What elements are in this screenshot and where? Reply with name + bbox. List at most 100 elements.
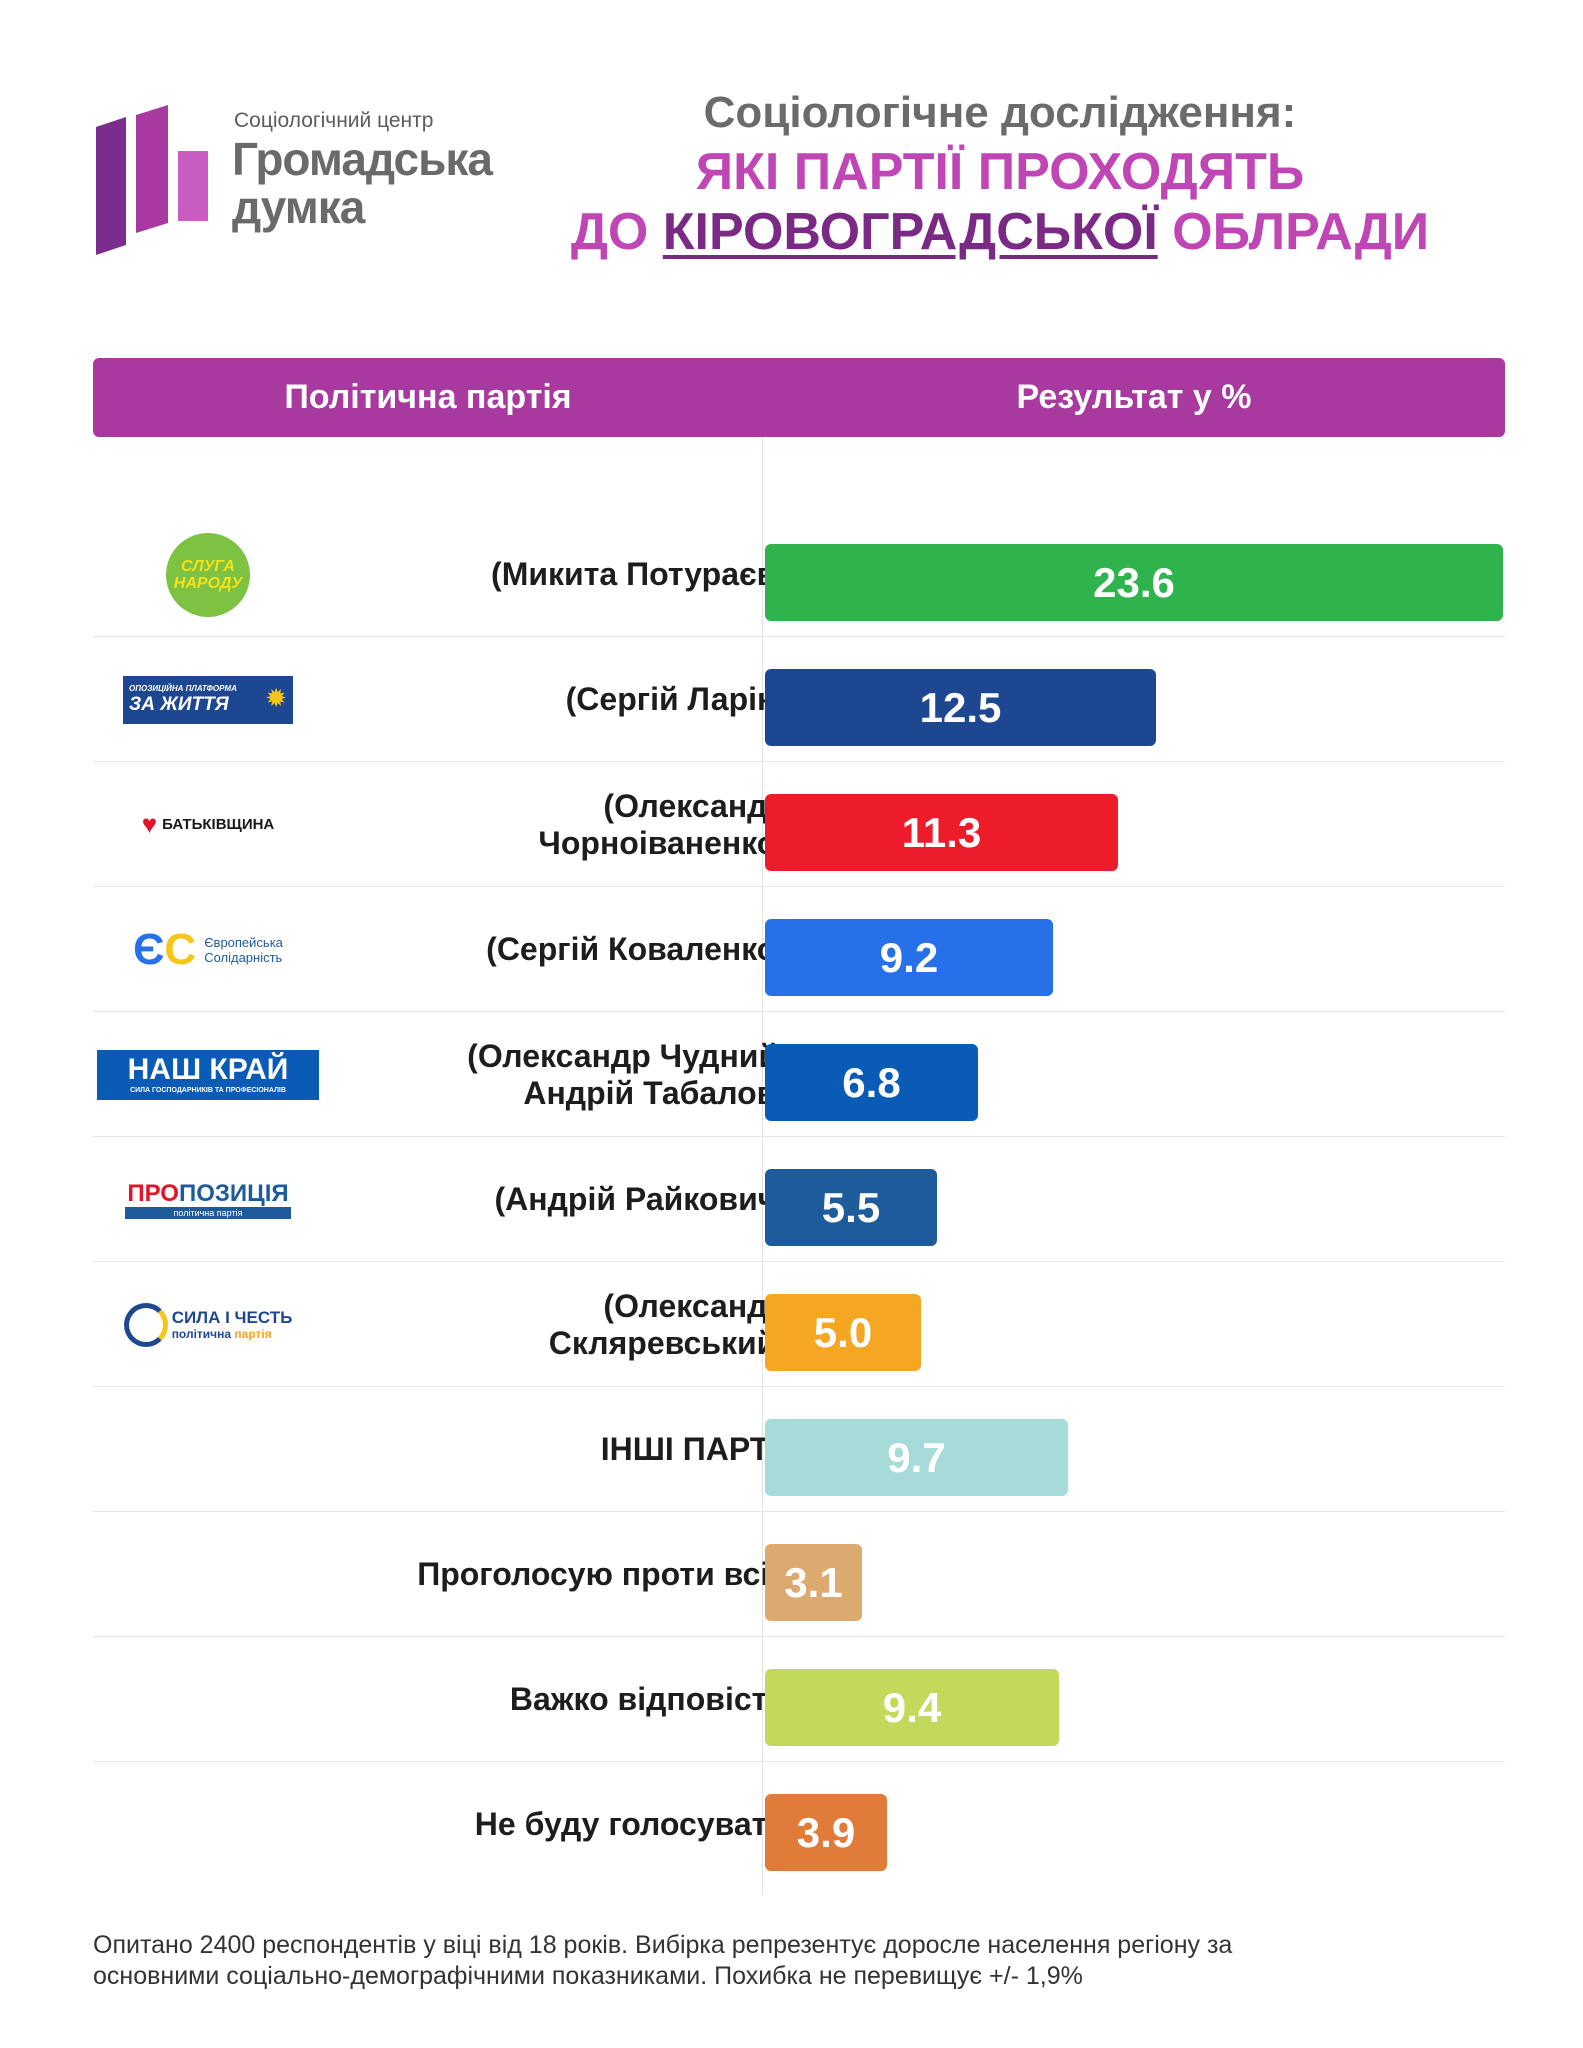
row-separator [93, 1011, 1505, 1012]
result-bar: 9.4 [765, 1669, 1059, 1746]
party-label-text: (Андрій Райкович) [494, 1181, 787, 1218]
brand-logo: Соціологічний центр Громадська думка [96, 105, 493, 255]
result-bar: 3.9 [765, 1794, 887, 1871]
brand-name-line1: Громадська [232, 133, 493, 185]
propozytsiia-text1: ПРО [127, 1179, 179, 1207]
title-region: КІРОВОГРАДСЬКОЇ [662, 203, 1158, 261]
party-label-text: (Сергій Коваленко) [486, 931, 787, 968]
es-text: Європейська Солідарність [204, 935, 283, 965]
table-row: ♥ БАТЬКІВЩИНА (Олександр Чорноіваненко) 11.3 [93, 762, 1505, 887]
es-text2: Солідарність [204, 949, 283, 965]
result-value: 6.8 [842, 1058, 901, 1106]
party-label: (Олександр Чудний, Андрій Табалов) [367, 1012, 787, 1137]
party-label-line: (Андрій Райкович) [494, 1181, 787, 1217]
result-bar: 6.8 [765, 1044, 978, 1121]
syla-text1: СИЛА І ЧЕСТЬ [171, 1308, 293, 1327]
result-bar: 5.5 [765, 1169, 937, 1246]
header-party-column: Політична партія [284, 378, 572, 416]
table-row: ІНШІ ПАРТІЇ 9.7 [93, 1387, 1505, 1512]
header-result-column: Результат у % [1016, 378, 1252, 416]
result-value: 3.9 [796, 1808, 856, 1856]
sunflower-icon: ✹ [265, 682, 287, 713]
sluha-narodu-logo: СЛУГА НАРОДУ [93, 512, 323, 637]
row-separator [93, 1386, 1505, 1387]
opzzh-text1: ОПОЗИЦІЙНА ПЛАТФОРМА [129, 684, 237, 693]
brand-name: Громадська думка [232, 133, 493, 233]
row-separator [93, 761, 1505, 762]
es-mark: ЄС Європейська Солідарність [133, 924, 283, 974]
table-row: СИЛА І ЧЕСТЬ політична партія (Олександр Ск… [93, 1262, 1505, 1387]
result-value: 5.0 [813, 1308, 873, 1356]
party-label-line: Важко відповісти [509, 1681, 787, 1717]
syla-text-line2: політична партія [172, 1327, 293, 1341]
party-label: (Микита Потураєв) [367, 512, 787, 637]
brand-subtitle: Соціологічний центр [234, 109, 434, 132]
propozytsiia-mark: ПРОПОЗИЦІЯ політична партія [125, 1179, 291, 1219]
es-letters-icon: ЄС [133, 924, 197, 974]
nash-krai-logo: НАШ КРАЙ СИЛА ГОСПОДАРНИКІВ ТА ПРОФЕСІОНА… [93, 1012, 323, 1137]
yevropeiska-solidarnist-logo: ЄС Європейська Солідарність [93, 887, 323, 1012]
row-separator [93, 1636, 1505, 1637]
es-text1: Європейська [204, 934, 283, 950]
batkivshchyna-mark: ♥ БАТЬКІВЩИНА [142, 809, 275, 840]
party-label-line: Проголосую проти всіх [417, 1556, 787, 1592]
result-bar: 9.2 [765, 919, 1053, 996]
result-bar: 11.3 [765, 794, 1118, 871]
nash-krai-text1: НАШ КРАЙ [127, 1053, 289, 1086]
brand-name-line2: думка [232, 181, 365, 233]
opzzh-banner: ОПОЗИЦІЙНА ПЛАТФОРМА ЗА ЖИТТЯ ✹ [123, 675, 293, 724]
sluha-text1: СЛУГА [181, 557, 235, 575]
page-title: Соціологічне дослідження: ЯКІ ПАРТІЇ ПРО… [470, 84, 1530, 262]
party-label-text: Важко відповісти [510, 1681, 787, 1718]
party-label-line: (Микита Потураєв) [491, 556, 787, 592]
title-line3-prefix: ДО [570, 203, 663, 261]
row-separator [93, 636, 1505, 637]
row-separator [93, 1261, 1505, 1262]
party-label: (Сергій Ларін) [367, 637, 787, 762]
result-value: 23.6 [1093, 558, 1175, 606]
row-separator [93, 1761, 1505, 1762]
party-label: (Олександр Чорноіваненко) [367, 762, 787, 887]
row-separator [93, 1136, 1505, 1137]
title-line3: ДО КІРОВОГРАДСЬКОЇ ОБЛРАДИ [470, 202, 1530, 262]
table-row: НАШ КРАЙ СИЛА ГОСПОДАРНИКІВ ТА ПРОФЕСІОНА… [93, 1012, 1505, 1137]
result-value: 3.1 [784, 1558, 843, 1606]
footnote-line2: основними соціально-демографічними показ… [93, 1962, 1083, 1990]
party-label-line: Андрій Табалов) [523, 1074, 787, 1111]
table-row: Проголосую проти всіх 3.1 [93, 1512, 1505, 1637]
table-row: ЄС Європейська Солідарність (Сергій Ковален… [93, 887, 1505, 1012]
table-row: ПРОПОЗИЦІЯ політична партія (Андрій Райков… [93, 1137, 1505, 1262]
sluha-text2: НАРОДУ [173, 574, 243, 592]
opzzh-logo: ОПОЗИЦІЙНА ПЛАТФОРМА ЗА ЖИТТЯ ✹ [93, 637, 323, 762]
column-divider [762, 437, 763, 1895]
syla-i-chest-mark: СИЛА І ЧЕСТЬ політична партія [123, 1302, 293, 1347]
party-label-text: ІНШІ ПАРТІЇ [601, 1431, 787, 1468]
party-label-line: Скляревський) [548, 1324, 787, 1361]
party-label: Важко відповісти [367, 1637, 787, 1762]
result-value: 12.5 [919, 683, 1002, 731]
party-label-line: (Олександр Чудний, [467, 1037, 787, 1074]
party-label-text: (Олександр Скляревський) [549, 1288, 787, 1362]
party-label-line: Не буду голосувати [474, 1806, 787, 1842]
result-bar: 9.7 [765, 1419, 1068, 1496]
propozytsiia-word: ПРОПОЗИЦІЯ [127, 1179, 289, 1207]
result-bar: 5.0 [765, 1294, 921, 1371]
heart-icon: ♥ [141, 809, 158, 839]
opzzh-text2: ЗА ЖИТТЯ [129, 694, 229, 715]
party-label-line: (Олександр [603, 787, 787, 824]
result-value: 5.5 [821, 1183, 881, 1231]
party-label-line: (Олександр [603, 1287, 787, 1324]
propozytsiia-text2: ПОЗИЦІЯ [178, 1179, 289, 1207]
title-line3-suffix: ОБЛРАДИ [1157, 203, 1430, 261]
result-value: 9.2 [879, 933, 939, 981]
party-label-text: (Олександр Чудний, Андрій Табалов) [467, 1038, 787, 1112]
party-label: Проголосую проти всіх [367, 1512, 787, 1637]
nash-krai-text2: СИЛА ГОСПОДАРНИКІВ ТА ПРОФЕСІОНАЛІВ [130, 1087, 286, 1094]
party-label-text: Не буду голосувати [475, 1806, 787, 1843]
party-label-text: (Олександр Чорноіваненко) [538, 788, 787, 862]
party-label-line: ІНШІ ПАРТІЇ [600, 1431, 787, 1467]
footnote: Опитано 2400 респондентів у віці від 18 … [93, 1930, 1503, 1992]
result-value: 11.3 [901, 808, 982, 856]
result-bar: 3.1 [765, 1544, 862, 1621]
result-value: 9.7 [887, 1433, 946, 1481]
